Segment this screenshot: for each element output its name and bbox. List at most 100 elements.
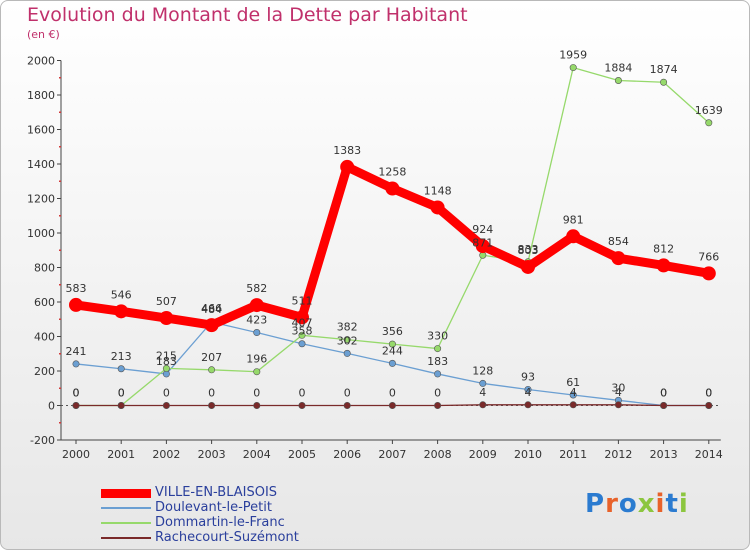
data-label: 183 (156, 355, 177, 368)
data-label: 358 (292, 325, 313, 338)
data-label: 4 (479, 386, 486, 399)
series-point-2 (388, 340, 396, 348)
data-label: 0 (163, 387, 170, 400)
chart-subtitle: (en €) (27, 28, 60, 41)
data-label: 213 (111, 350, 132, 363)
legend-label: VILLE-EN-BLAISOIS (155, 485, 278, 500)
x-tick-label: 2002 (152, 448, 180, 461)
series-point-3 (208, 401, 216, 409)
series-point-0 (295, 310, 309, 325)
legend-swatch (101, 537, 151, 539)
series-point-2 (569, 64, 577, 72)
data-label: 871 (472, 236, 493, 249)
data-label: 93 (521, 370, 535, 383)
x-tick-label: 2007 (378, 448, 406, 461)
data-label: 981 (563, 213, 584, 226)
legend-label: Dommartin-le-Franc (155, 515, 285, 530)
data-label: 583 (66, 282, 87, 295)
data-label: 466 (201, 302, 222, 315)
series-point-1 (569, 391, 577, 399)
data-label: 511 (292, 294, 313, 307)
data-label: 423 (246, 314, 267, 327)
y-tick-label: 600 (34, 296, 55, 309)
x-tick-label: 2009 (469, 448, 497, 461)
x-tick-label: 2000 (62, 448, 90, 461)
data-label: 0 (705, 387, 712, 400)
data-label: 833 (518, 243, 539, 256)
x-tick-label: 2003 (198, 448, 226, 461)
series-point-0 (475, 239, 490, 254)
series-point-2 (434, 345, 442, 353)
y-tick-label: 1000 (27, 227, 55, 240)
series-point-0 (114, 304, 129, 319)
data-label: 0 (73, 387, 80, 400)
data-label: 215 (156, 349, 177, 362)
x-tick-label: 2005 (288, 448, 316, 461)
series-point-0 (611, 251, 626, 266)
series-point-1 (117, 365, 125, 373)
data-label: 1884 (604, 62, 632, 75)
data-label: 4 (615, 386, 622, 399)
data-label: 1148 (424, 184, 452, 197)
data-label: 0 (253, 387, 260, 400)
y-tick-label: 400 (34, 331, 55, 344)
series-point-2 (298, 331, 306, 339)
data-label: 244 (382, 344, 403, 357)
x-tick-label: 2012 (604, 448, 632, 461)
x-tick-label: 2006 (333, 448, 361, 461)
series-point-3 (524, 401, 532, 409)
series-point-3 (253, 401, 261, 409)
data-label: 302 (337, 334, 358, 347)
series-point-1 (72, 360, 80, 368)
series-point-1 (343, 349, 351, 357)
series-point-3 (388, 401, 396, 409)
y-tick-label: 1800 (27, 89, 55, 102)
data-label: 1258 (378, 165, 406, 178)
series-point-3 (117, 401, 125, 409)
data-label: 128 (472, 364, 493, 377)
data-label: 330 (427, 330, 448, 343)
data-label: 0 (660, 387, 667, 400)
series-point-2 (208, 366, 216, 374)
x-tick-label: 2008 (424, 448, 452, 461)
data-label: 582 (246, 282, 267, 295)
series-point-1 (479, 379, 487, 387)
series-point-0 (69, 297, 83, 312)
series-point-2 (343, 336, 351, 344)
x-tick-label: 2010 (514, 448, 542, 461)
series-point-0 (204, 318, 219, 333)
data-label: 1383 (333, 144, 361, 157)
series-point-1 (434, 370, 442, 378)
data-label: 183 (427, 355, 448, 368)
series-point-0 (159, 311, 174, 326)
series-point-0 (385, 181, 400, 196)
series-point-0 (430, 200, 445, 215)
chart-title: Evolution du Montant de la Dette par Hab… (27, 4, 468, 26)
data-label: 0 (344, 387, 351, 400)
data-label: 0 (389, 387, 396, 400)
data-label: 0 (118, 387, 125, 400)
series-point-1 (524, 385, 532, 393)
data-label: 924 (472, 223, 493, 236)
series-point-1 (298, 340, 306, 348)
series-point-3 (569, 401, 577, 409)
series-point-1 (253, 329, 261, 337)
data-label: 4 (525, 386, 532, 399)
data-label: 4 (570, 386, 577, 399)
series-point-3 (614, 401, 622, 409)
data-label: 766 (698, 250, 719, 263)
legend-swatch (101, 522, 151, 524)
data-label: 0 (208, 387, 215, 400)
legend-swatch (101, 507, 151, 509)
proxiti-logo: Proxiti (585, 489, 689, 519)
series-point-0 (249, 298, 264, 313)
series-point-2 (162, 364, 170, 372)
y-tick-label: 1400 (27, 158, 55, 171)
series-point-3 (162, 401, 170, 409)
data-label: 0 (660, 387, 667, 400)
x-tick-label: 2014 (695, 448, 723, 461)
series-point-2 (614, 77, 622, 85)
x-tick-label: 2013 (650, 448, 678, 461)
